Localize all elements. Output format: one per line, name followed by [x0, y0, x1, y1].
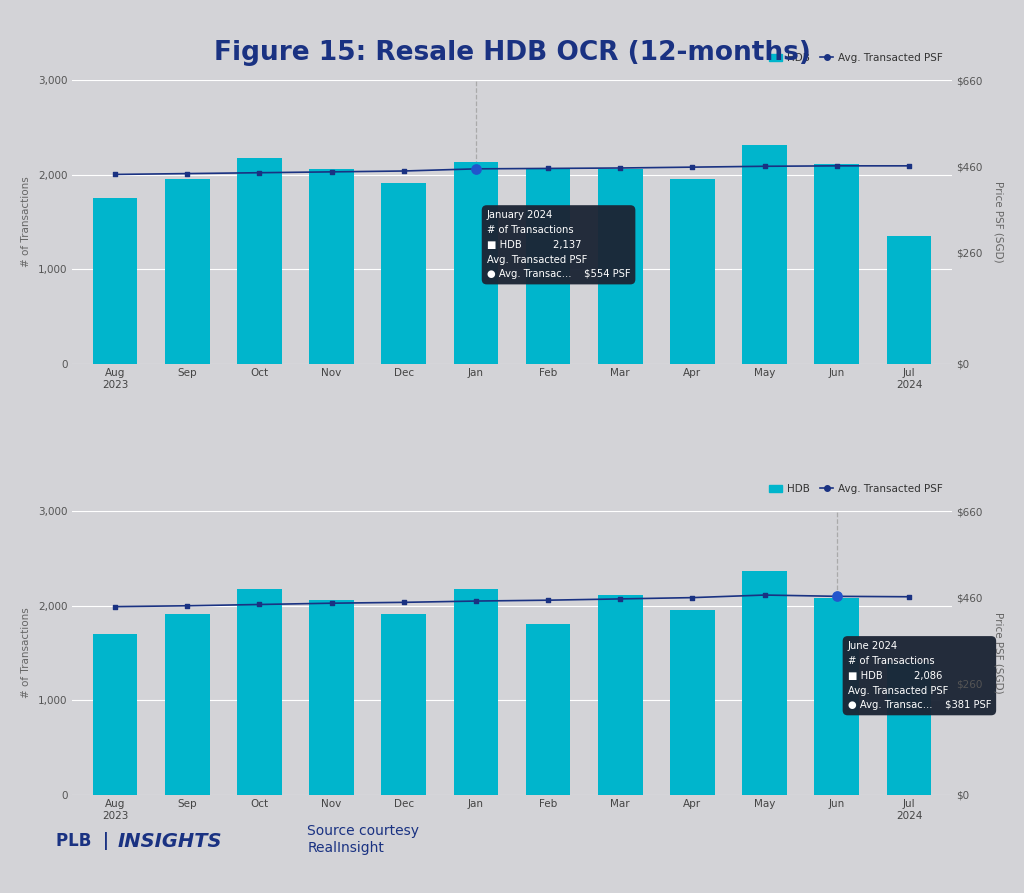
Point [612, 161, 629, 175]
Point [251, 165, 267, 179]
Bar [165, 614, 210, 795]
Bar [237, 588, 282, 795]
Bar [525, 169, 570, 363]
Text: Source courtesy
RealInsight: Source courtesy RealInsight [307, 824, 419, 855]
Bar [887, 663, 932, 795]
Point [901, 589, 918, 604]
Bar [670, 179, 715, 363]
Text: January 2024
# of Transactions
■ HDB          2,137
Avg. Transacted PSF
● Avg. T: January 2024 # of Transactions ■ HDB 2,1… [486, 210, 631, 280]
Bar [165, 179, 210, 363]
Bar [309, 600, 354, 795]
Point [324, 164, 340, 179]
Point [901, 159, 918, 173]
Bar [92, 634, 137, 795]
Point [106, 167, 123, 181]
Point [540, 162, 556, 176]
Text: INSIGHTS: INSIGHTS [118, 831, 222, 851]
Y-axis label: Price PSF (SGD): Price PSF (SGD) [994, 181, 1004, 263]
Point [540, 593, 556, 607]
Point [828, 589, 845, 604]
Bar [742, 571, 787, 795]
Point [684, 160, 700, 174]
Point [828, 589, 845, 604]
Point [106, 599, 123, 613]
Bar [598, 596, 643, 795]
Bar [454, 162, 499, 363]
Y-axis label: # of Transactions: # of Transactions [22, 177, 31, 268]
Point [468, 162, 484, 176]
Bar [309, 169, 354, 363]
Bar [525, 623, 570, 795]
Bar [742, 145, 787, 363]
Legend: HDB, Avg. Transacted PSF: HDB, Avg. Transacted PSF [765, 480, 947, 498]
Bar [381, 183, 426, 363]
Point [468, 594, 484, 608]
Bar [92, 198, 137, 363]
Text: June 2024
# of Transactions
■ HDB          2,086
Avg. Transacted PSF
● Avg. Tran: June 2024 # of Transactions ■ HDB 2,086 … [848, 641, 991, 710]
Bar [814, 164, 859, 363]
Point [179, 598, 196, 613]
Y-axis label: # of Transactions: # of Transactions [22, 607, 31, 698]
Point [324, 596, 340, 610]
Bar [237, 158, 282, 363]
Bar [381, 614, 426, 795]
Point [468, 162, 484, 176]
Point [395, 596, 412, 610]
Legend: HDB, Avg. Transacted PSF: HDB, Avg. Transacted PSF [765, 49, 947, 67]
Bar [814, 597, 859, 795]
Point [612, 592, 629, 606]
Bar [598, 169, 643, 363]
Point [251, 597, 267, 612]
Bar [670, 610, 715, 795]
Point [179, 166, 196, 180]
Bar [887, 237, 932, 363]
Bar [454, 588, 499, 795]
Point [757, 588, 773, 602]
Text: Figure 15: Resale HDB OCR (12-months): Figure 15: Resale HDB OCR (12-months) [214, 40, 810, 66]
Y-axis label: Price PSF (SGD): Price PSF (SGD) [994, 613, 1004, 694]
Text: PLB  |: PLB | [56, 832, 110, 850]
Point [395, 163, 412, 178]
Point [828, 159, 845, 173]
Point [684, 590, 700, 605]
Point [757, 159, 773, 173]
